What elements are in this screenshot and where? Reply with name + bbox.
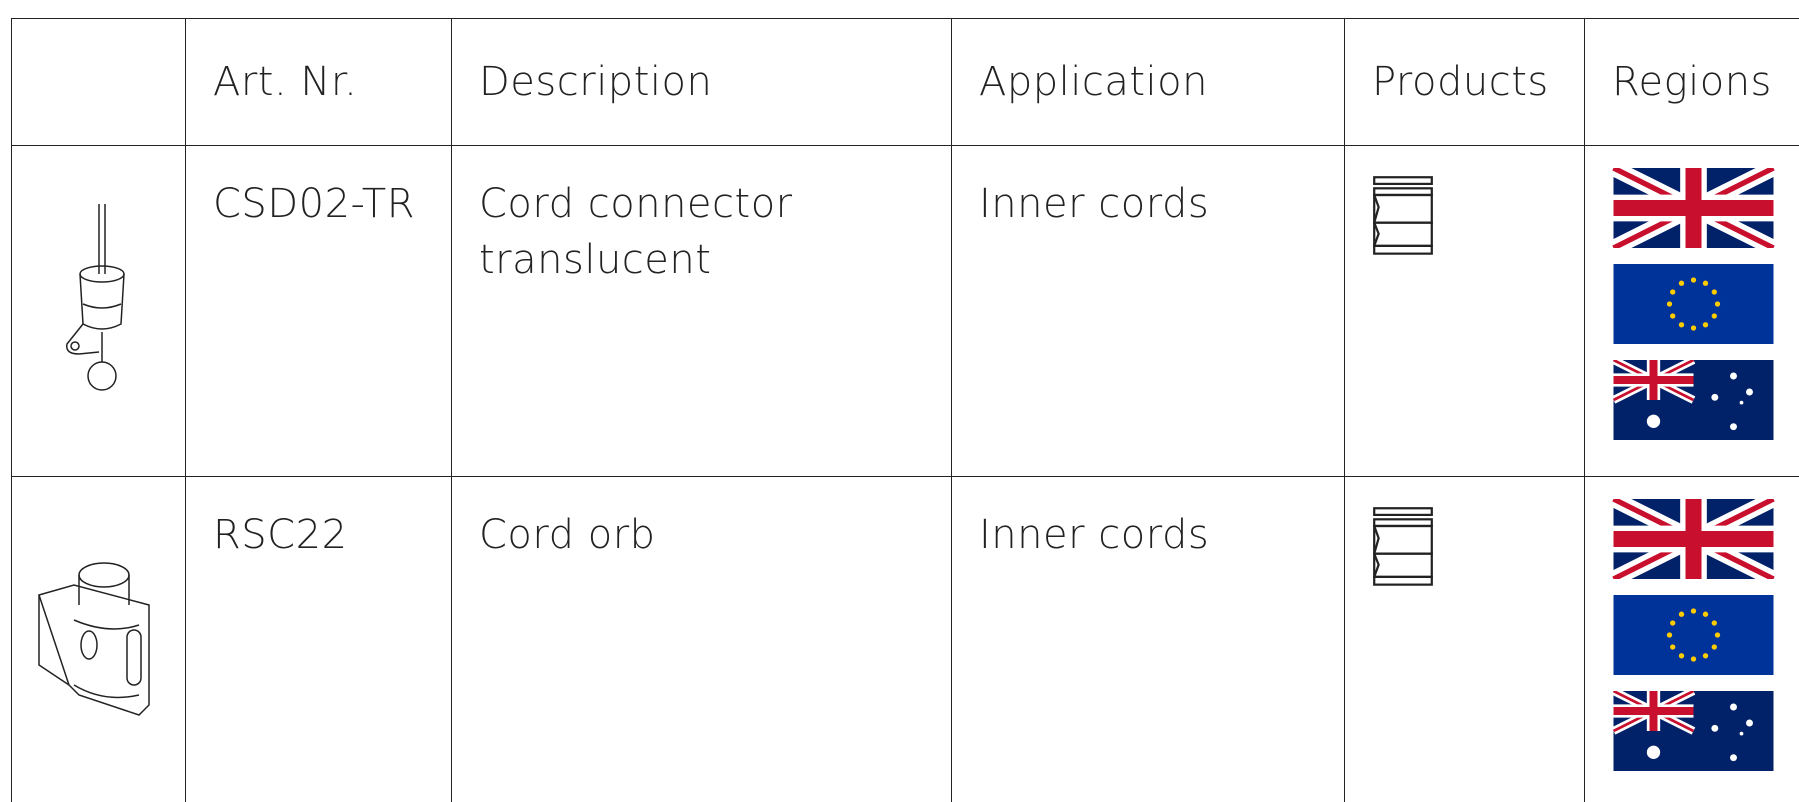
header-cell: Description (451, 18, 952, 146)
flag-uk (1612, 168, 1775, 248)
products-cell (1344, 476, 1585, 802)
application: Inner cords (951, 145, 1345, 477)
application: Inner cords (951, 476, 1345, 802)
header-row: Art. Nr. Description Application Product… (11, 18, 1799, 146)
products-cell (1344, 145, 1585, 477)
header-cell: Application (951, 18, 1345, 146)
header-cell: Products (1344, 18, 1585, 146)
product-row: CSD02-TR Cord connector translucent Inne… (11, 145, 1799, 477)
flag-au (1612, 691, 1775, 771)
flag-eu (1613, 595, 1774, 675)
product-row: RSC22 Cord orb Inner cords (11, 476, 1799, 802)
art-number: CSD02-TR (185, 145, 452, 477)
header-cell (11, 18, 186, 146)
description: Cord orb (451, 476, 952, 802)
flag-au (1612, 360, 1775, 440)
product-image (11, 145, 186, 477)
blind-icon (1373, 176, 1433, 255)
blind-icon (1373, 507, 1433, 586)
art-number: RSC22 (185, 476, 452, 802)
flag-eu (1613, 264, 1774, 344)
regions-cell (1584, 476, 1799, 802)
header-cell: Art. Nr. (185, 18, 452, 146)
product-table: Art. Nr. Description Application Product… (11, 18, 1799, 802)
regions-cell (1584, 145, 1799, 477)
header-cell: Regions (1584, 18, 1799, 146)
description: Cord connector translucent (451, 145, 952, 477)
cord-orb-illustration (37, 561, 150, 716)
product-image (11, 476, 186, 802)
cord-connector-illustration (65, 203, 125, 391)
table-wrapper: Art. Nr. Description Application Product… (11, 18, 1799, 802)
flag-uk (1612, 499, 1775, 579)
